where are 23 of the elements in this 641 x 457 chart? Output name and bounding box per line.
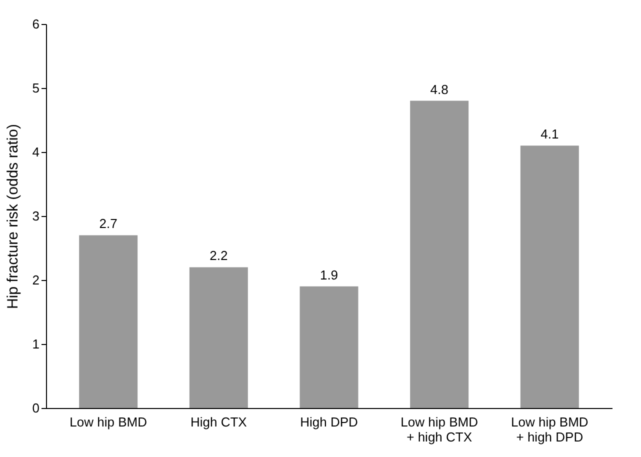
y-tick-label: 2 (32, 272, 40, 288)
data-label: 4.1 (540, 126, 559, 142)
y-tick-label: 5 (32, 80, 40, 96)
bar (300, 286, 358, 408)
x-tick-label: Low hip BMD (70, 414, 147, 430)
y-tick-label: 0 (32, 400, 40, 416)
x-tick-label: High DPD (300, 414, 358, 430)
data-label: 4.8 (430, 82, 448, 97)
y-tick-label: 4 (32, 144, 40, 160)
y-axis-title: Hip fracture risk (odds ratio) (4, 124, 22, 310)
y-tick-label: 6 (32, 16, 40, 32)
data-label: 1.9 (320, 267, 338, 282)
bar (520, 146, 579, 408)
bar (410, 100, 469, 408)
x-tick-label: High CTX (190, 414, 248, 430)
data-label: 2.2 (210, 248, 228, 264)
x-tick-label: Low hip BMD + high DPD (511, 414, 588, 444)
y-tick-label: 3 (32, 208, 40, 224)
bar (79, 235, 138, 408)
y-tick-label: 1 (32, 336, 40, 352)
data-label: 2.7 (99, 216, 118, 232)
x-tick-label: Low hip BMD + high CTX (400, 414, 478, 444)
bar (189, 267, 248, 408)
